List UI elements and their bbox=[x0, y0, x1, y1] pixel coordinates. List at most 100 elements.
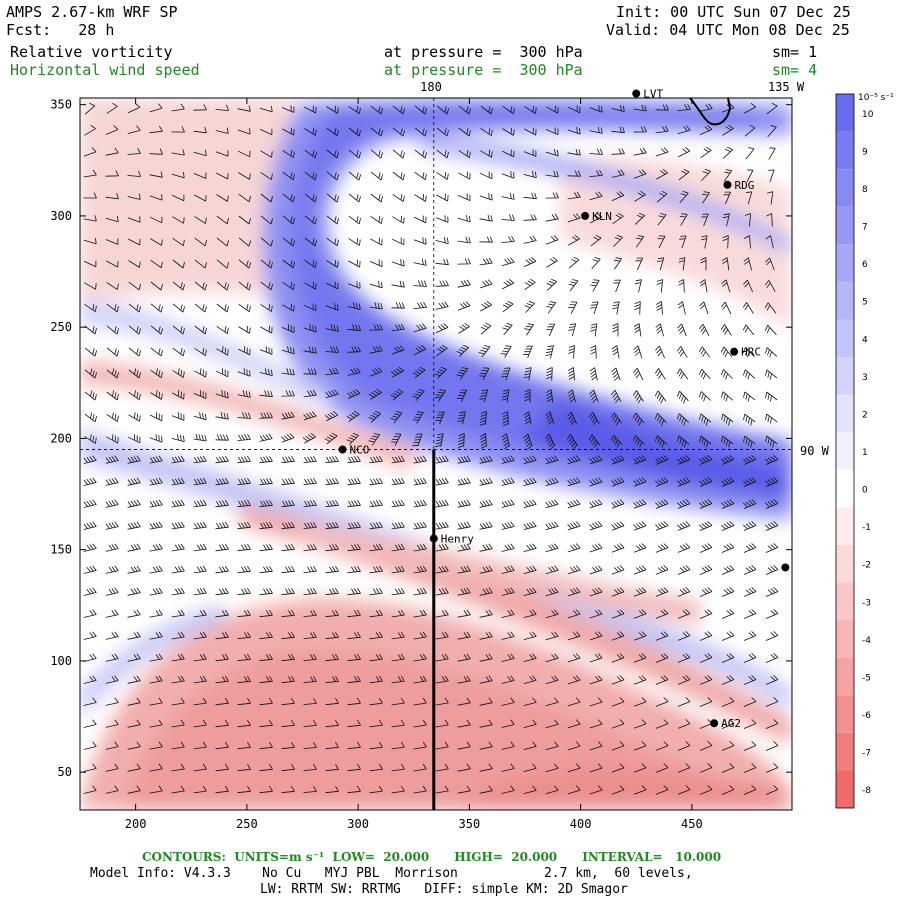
wind-barb bbox=[127, 697, 141, 706]
wind-barb bbox=[655, 125, 669, 134]
wind-barb bbox=[633, 477, 647, 487]
wind-barb bbox=[698, 323, 710, 336]
wind-barb bbox=[391, 609, 405, 618]
wind-barb bbox=[679, 235, 687, 249]
wind-barb bbox=[106, 260, 119, 268]
wind-barb bbox=[613, 257, 622, 270]
wind-barb bbox=[480, 300, 492, 312]
wind-barb bbox=[369, 455, 383, 464]
y-tick-label: 300 bbox=[50, 209, 72, 223]
wind-barb bbox=[412, 411, 424, 424]
colorbar-swatch bbox=[836, 281, 854, 320]
wind-barb bbox=[303, 719, 317, 727]
wind-barb bbox=[193, 741, 207, 750]
colorbar-swatch bbox=[836, 695, 854, 733]
wind-barb bbox=[412, 366, 426, 379]
wind-barb bbox=[655, 104, 669, 111]
wind-barb bbox=[502, 323, 513, 336]
wind-barb bbox=[260, 325, 273, 334]
wind-barb bbox=[743, 391, 756, 402]
wind-barb bbox=[700, 146, 712, 159]
wind-barb bbox=[744, 124, 756, 137]
wind-barb bbox=[150, 259, 163, 269]
wind-barb bbox=[611, 169, 625, 178]
wind-barb bbox=[589, 477, 603, 487]
wind-barb bbox=[699, 499, 713, 509]
wind-barb bbox=[501, 433, 510, 450]
station-label-lvt: LVT bbox=[643, 88, 663, 101]
wind-barb bbox=[501, 675, 515, 684]
wind-barb bbox=[589, 675, 603, 685]
wind-barb bbox=[391, 455, 405, 464]
wind-barb bbox=[127, 741, 141, 750]
wind-barb bbox=[303, 653, 317, 661]
wind-barb bbox=[369, 587, 383, 596]
y-tick-label: 150 bbox=[50, 543, 72, 557]
colorbar-label: 1 bbox=[862, 448, 868, 458]
wind-barb bbox=[721, 521, 735, 531]
colorbar-label: -8 bbox=[862, 786, 871, 796]
wind-barb bbox=[721, 785, 735, 795]
wind-barb bbox=[545, 543, 559, 553]
wind-barb bbox=[324, 410, 339, 422]
wind-barb bbox=[699, 413, 712, 426]
wind-barb bbox=[392, 193, 405, 203]
wind-barb bbox=[589, 719, 603, 729]
wind-barb bbox=[765, 435, 778, 448]
wind-barb bbox=[303, 477, 317, 485]
wind-barb bbox=[172, 303, 185, 313]
wind-barb bbox=[325, 303, 339, 311]
colorbar-swatch bbox=[836, 770, 854, 808]
wind-barb bbox=[457, 785, 471, 794]
wind-barb bbox=[149, 565, 163, 574]
wind-barb bbox=[83, 741, 97, 750]
wind-barb bbox=[479, 499, 493, 508]
wind-barb bbox=[325, 631, 339, 640]
wind-barb bbox=[611, 763, 625, 773]
wind-barb bbox=[677, 697, 691, 707]
wind-barb bbox=[501, 477, 515, 486]
wind-barb bbox=[193, 543, 207, 552]
wind-barb bbox=[259, 675, 273, 684]
wind-barb bbox=[721, 279, 731, 293]
wind-barb bbox=[414, 344, 427, 356]
wind-barb bbox=[281, 719, 295, 728]
wind-barb bbox=[501, 565, 515, 574]
wind-barb bbox=[106, 412, 119, 423]
colorbar-swatch bbox=[836, 131, 854, 170]
wind-barb bbox=[656, 168, 668, 180]
wind-barb bbox=[634, 212, 646, 225]
wind-barb bbox=[127, 434, 141, 444]
wind-barb bbox=[106, 347, 119, 357]
wind-barb bbox=[611, 675, 625, 685]
wind-barb bbox=[303, 455, 317, 463]
field2-level: at pressure = 300 hPa bbox=[384, 61, 583, 79]
wind-barb bbox=[303, 303, 317, 312]
wind-barb bbox=[523, 543, 537, 552]
wind-barb bbox=[171, 171, 185, 179]
wind-barb bbox=[743, 697, 757, 707]
wind-barb bbox=[435, 565, 449, 574]
wind-barb bbox=[347, 455, 361, 464]
wind-barb bbox=[303, 411, 317, 421]
wind-barb bbox=[259, 719, 273, 728]
wind-barb bbox=[721, 609, 735, 619]
wind-barb bbox=[590, 234, 602, 247]
wind-barb bbox=[721, 565, 735, 575]
wind-barb bbox=[237, 477, 251, 486]
wind-barb bbox=[172, 390, 185, 400]
wind-barb bbox=[238, 150, 251, 158]
wind-barb bbox=[721, 435, 734, 448]
wind-barb bbox=[303, 389, 317, 398]
wind-barb bbox=[303, 543, 317, 551]
wind-barb bbox=[721, 301, 732, 315]
station-dot-ag2 bbox=[710, 719, 719, 728]
wind-barb bbox=[765, 543, 779, 553]
wind-barb bbox=[216, 303, 229, 313]
wind-barb bbox=[589, 126, 603, 134]
wind-barb bbox=[281, 455, 295, 464]
wind-barb bbox=[281, 587, 295, 596]
field1-smooth: sm= 1 bbox=[772, 43, 818, 61]
wind-barb bbox=[545, 149, 559, 157]
wind-barb bbox=[84, 282, 97, 290]
